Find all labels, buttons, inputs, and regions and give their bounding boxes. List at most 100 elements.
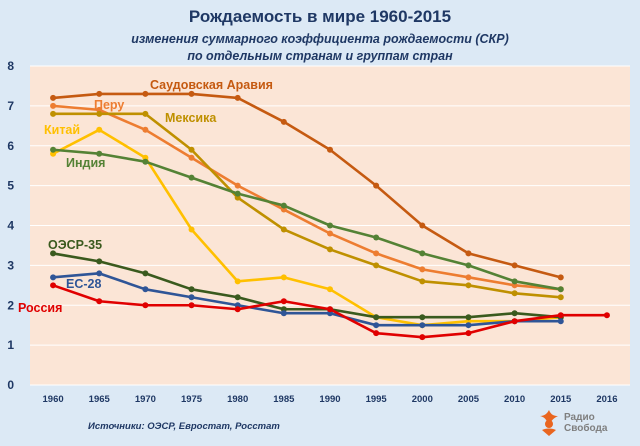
data-point	[96, 258, 103, 265]
data-point	[96, 126, 103, 133]
data-point	[419, 314, 426, 321]
series-label: Индия	[66, 156, 105, 170]
data-point	[419, 278, 426, 285]
data-point	[419, 250, 426, 257]
data-point	[280, 226, 287, 233]
data-point	[373, 250, 380, 257]
data-point	[234, 306, 241, 313]
data-point	[465, 330, 472, 337]
data-point	[234, 94, 241, 101]
data-point	[511, 318, 518, 325]
logo-text-line1: Радио	[564, 412, 595, 423]
data-point	[557, 286, 564, 293]
data-point	[511, 290, 518, 297]
data-point	[465, 282, 472, 289]
data-point	[142, 110, 149, 117]
y-tick-label: 4	[7, 219, 14, 233]
data-point	[373, 234, 380, 241]
data-point	[511, 310, 518, 317]
data-point	[280, 310, 287, 317]
data-point	[142, 126, 149, 133]
data-point	[142, 270, 149, 277]
data-point	[557, 312, 564, 319]
data-point	[373, 314, 380, 321]
data-point	[50, 102, 57, 109]
data-point	[465, 322, 472, 329]
data-point	[50, 274, 57, 281]
series-label: Мексика	[165, 111, 217, 125]
x-tick-label: 1965	[89, 394, 111, 405]
series-line	[52, 272, 561, 327]
data-point	[50, 250, 57, 257]
data-point	[373, 330, 380, 337]
data-point	[465, 250, 472, 257]
data-point	[511, 278, 518, 285]
data-point	[142, 158, 149, 165]
logo-flame-icon	[540, 410, 558, 436]
source-note: Источники: ОЭСР, Евростат, Росстат	[88, 421, 280, 432]
data-point	[50, 146, 57, 153]
x-tick-label: 1985	[273, 394, 295, 405]
x-tick-label: 1970	[135, 394, 156, 405]
data-point	[419, 266, 426, 273]
x-tick-label: 2005	[458, 394, 480, 405]
series-label: ОЭСР-35	[48, 238, 102, 252]
data-point	[142, 90, 149, 97]
x-tick-label: 2015	[550, 394, 572, 405]
radio-svoboda-logo: Радио Свобода	[538, 408, 628, 440]
data-point	[373, 262, 380, 269]
data-point	[419, 322, 426, 329]
data-point	[557, 318, 564, 325]
data-point	[142, 302, 149, 309]
data-point	[188, 174, 195, 181]
data-point	[142, 286, 149, 293]
data-point	[280, 298, 287, 305]
y-tick-label: 8	[7, 59, 14, 73]
data-point	[327, 306, 333, 313]
y-tick-label: 1	[7, 338, 14, 352]
data-point	[280, 118, 287, 125]
x-tick-label: 1980	[227, 394, 248, 405]
data-point	[96, 110, 103, 117]
data-point	[557, 294, 564, 301]
series-label: Саудовская Аравия	[150, 78, 273, 92]
data-point	[327, 286, 333, 293]
y-tick-label: 0	[7, 378, 14, 392]
data-point	[327, 146, 333, 153]
x-tick-label: 1990	[319, 394, 340, 405]
y-tick-label: 2	[7, 298, 14, 312]
data-point	[50, 282, 57, 289]
data-point	[188, 154, 195, 161]
data-point	[280, 202, 287, 209]
data-point	[327, 230, 333, 237]
logo-text-line2: Свобода	[564, 423, 608, 434]
x-tick-label: 1960	[43, 394, 64, 405]
x-tick-label: 1975	[181, 394, 203, 405]
data-point	[188, 302, 195, 309]
data-point	[234, 182, 241, 189]
series-line	[52, 92, 562, 279]
data-point	[50, 94, 57, 101]
series-line	[52, 252, 561, 319]
data-point	[96, 90, 103, 97]
data-point	[511, 262, 518, 269]
data-point	[557, 274, 564, 281]
data-point	[50, 110, 57, 117]
series-label: ЕС-28	[66, 277, 101, 291]
data-point	[96, 298, 103, 305]
series-label: Перу	[94, 98, 124, 112]
data-point	[188, 226, 195, 233]
data-point	[188, 286, 195, 293]
series-line	[52, 148, 561, 291]
data-point	[373, 322, 380, 329]
y-tick-label: 6	[7, 139, 14, 153]
y-tick-label: 7	[7, 99, 14, 113]
data-point	[234, 278, 241, 285]
series-line	[52, 128, 561, 327]
series-label: Китай	[44, 123, 80, 137]
data-point	[96, 150, 103, 157]
data-point	[465, 274, 472, 281]
data-point	[465, 314, 472, 321]
y-tick-label: 5	[7, 179, 14, 193]
x-tick-label: 2016	[596, 394, 617, 405]
